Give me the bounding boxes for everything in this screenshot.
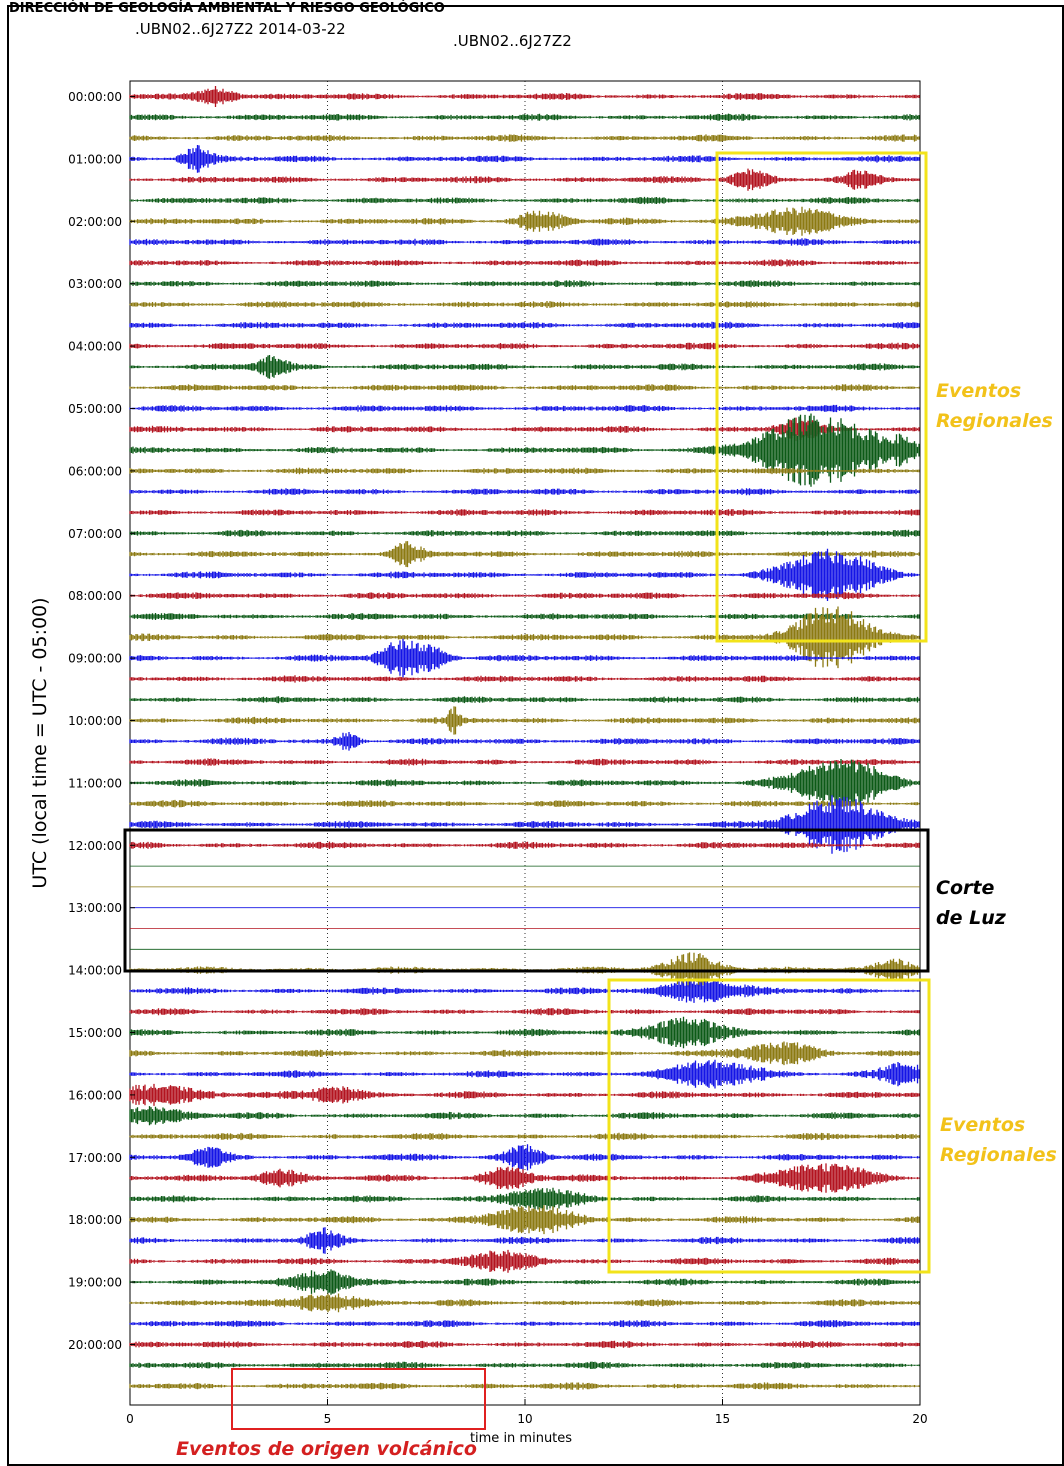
volcanic-events-box bbox=[231, 1368, 486, 1430]
hour-label: 15:00:00 bbox=[68, 1026, 122, 1040]
x-axis-label: time in minutes bbox=[470, 1431, 572, 1446]
y-axis-label: UTC (local time = UTC - 05:00) bbox=[29, 597, 51, 888]
hour-labels: 00:00:00 01:00:00 02:00:00 03:00:00 04:00:00… bbox=[68, 90, 135, 1352]
grid-lines bbox=[327, 81, 723, 1405]
hour-label: 03:00:00 bbox=[68, 277, 122, 291]
trace-row bbox=[129, 1187, 920, 1211]
trace-row bbox=[129, 113, 920, 121]
trace-row bbox=[129, 732, 920, 751]
regional-events-label-1a: Eventos bbox=[936, 380, 1021, 402]
trace-row bbox=[129, 675, 920, 683]
volcanic-events-label: Eventos de origen volcánico bbox=[176, 1438, 477, 1460]
hour-label: 11:00:00 bbox=[68, 776, 122, 790]
station-date-title: .UBN02..6J27Z2 2014-03-22 bbox=[135, 20, 346, 38]
trace-row bbox=[129, 1132, 920, 1141]
trace-row bbox=[129, 1249, 920, 1273]
power-outage-box bbox=[123, 828, 930, 973]
trace-row bbox=[129, 196, 920, 205]
figure-frame: DIRECCIÓN DE GEOLOGÍA AMBIENTAL Y RIESGO… bbox=[7, 1, 1064, 1466]
trace-row bbox=[129, 1163, 920, 1193]
regional-events-label-2a: Eventos bbox=[940, 1114, 1025, 1136]
regional-events-box-1 bbox=[715, 151, 928, 643]
trace-row bbox=[129, 238, 920, 246]
trace-row bbox=[129, 384, 920, 392]
x-axis-ticks: 0 5 10 15 20 bbox=[126, 1399, 928, 1426]
hour-label: 18:00:00 bbox=[68, 1213, 122, 1227]
hour-label: 00:00:00 bbox=[68, 90, 122, 104]
trace-row bbox=[129, 417, 920, 441]
trace-row bbox=[129, 509, 920, 516]
header-strip: DIRECCIÓN DE GEOLOGÍA AMBIENTAL Y RIESGO… bbox=[9, 1, 445, 16]
trace-row bbox=[129, 1320, 920, 1328]
hour-label: 09:00:00 bbox=[68, 652, 122, 666]
trace-row bbox=[129, 758, 920, 766]
trace-row bbox=[129, 259, 920, 267]
trace-row bbox=[129, 696, 920, 704]
regional-events-label-1b: Regionales bbox=[936, 410, 1053, 432]
trace-row bbox=[129, 134, 920, 142]
trace-row bbox=[129, 168, 920, 191]
x-tick-label: 15 bbox=[715, 1412, 730, 1426]
trace-rows bbox=[129, 86, 920, 1390]
x-tick-label: 20 bbox=[912, 1412, 927, 1426]
hour-label: 06:00:00 bbox=[68, 464, 122, 478]
power-outage-label-b: de Luz bbox=[936, 907, 1007, 929]
trace-row bbox=[129, 413, 920, 487]
hour-label: 16:00:00 bbox=[68, 1088, 122, 1102]
hour-label: 01:00:00 bbox=[68, 152, 122, 166]
power-outage-label-a: Corte bbox=[936, 877, 994, 899]
trace-row bbox=[129, 355, 920, 379]
regional-events-box-2 bbox=[607, 978, 931, 1274]
hour-label: 17:00:00 bbox=[68, 1151, 122, 1165]
hour-label: 02:00:00 bbox=[68, 215, 122, 229]
x-tick-label: 0 bbox=[126, 1412, 134, 1426]
trace-row bbox=[129, 606, 920, 669]
trace-row bbox=[129, 1008, 920, 1016]
x-tick-label: 5 bbox=[324, 1412, 332, 1426]
hour-label: 07:00:00 bbox=[68, 527, 122, 541]
hour-label: 13:00:00 bbox=[68, 901, 122, 915]
chart-title: .UBN02..6J27Z2 bbox=[453, 32, 572, 50]
trace-row bbox=[129, 795, 920, 854]
hour-label: 10:00:00 bbox=[68, 714, 122, 728]
hour-label: 14:00:00 bbox=[68, 964, 122, 978]
trace-row bbox=[129, 321, 920, 329]
hour-label: 04:00:00 bbox=[68, 340, 122, 354]
hour-label: 20:00:00 bbox=[68, 1338, 122, 1352]
regional-events-label-2b: Regionales bbox=[940, 1144, 1057, 1166]
trace-row bbox=[129, 1382, 920, 1390]
trace-row bbox=[129, 548, 920, 601]
trace-row bbox=[129, 1041, 920, 1066]
trace-row bbox=[129, 301, 920, 308]
trace-row bbox=[129, 1293, 920, 1313]
trace-row bbox=[129, 488, 920, 496]
hour-label: 08:00:00 bbox=[68, 589, 122, 603]
trace-row bbox=[129, 978, 920, 1003]
trace-row bbox=[129, 541, 920, 568]
trace-row bbox=[129, 1106, 920, 1126]
hour-label: 05:00:00 bbox=[68, 402, 122, 416]
x-tick-label: 10 bbox=[517, 1412, 532, 1426]
trace-row bbox=[129, 1361, 920, 1369]
trace-row bbox=[129, 1227, 920, 1254]
hour-label: 12:00:00 bbox=[68, 839, 122, 853]
trace-row bbox=[129, 1059, 920, 1089]
hour-label: 19:00:00 bbox=[68, 1276, 122, 1290]
